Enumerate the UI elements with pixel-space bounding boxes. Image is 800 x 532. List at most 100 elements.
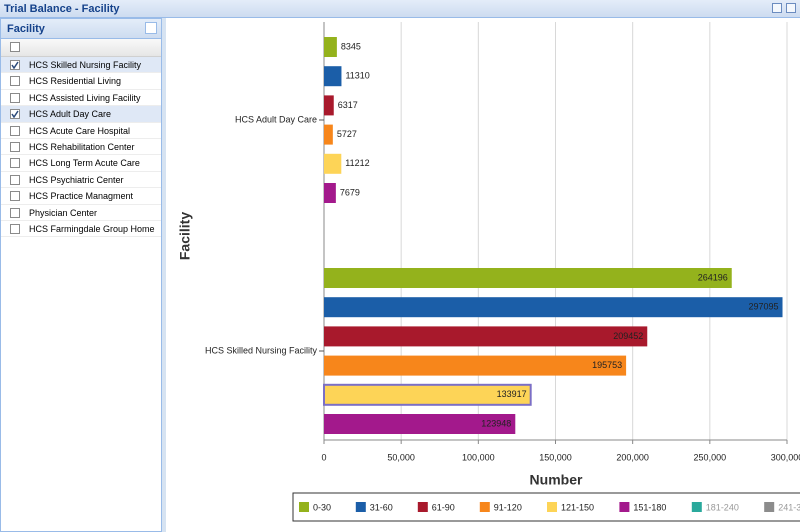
legend-label: 121-150 xyxy=(561,502,594,512)
legend-label: 0-30 xyxy=(313,502,331,512)
bar xyxy=(324,183,336,203)
facility-row[interactable]: HCS Psychiatric Center xyxy=(1,172,161,189)
x-tick-label: 100,000 xyxy=(462,452,495,462)
facility-row[interactable]: HCS Assisted Living Facility xyxy=(1,90,161,107)
legend-swatch xyxy=(355,502,366,512)
value-label: 195753 xyxy=(592,360,622,370)
panel-header: Facility xyxy=(1,19,161,39)
facility-label: HCS Practice Managment xyxy=(29,191,134,202)
checkbox[interactable] xyxy=(10,141,20,152)
legend-swatch xyxy=(547,502,557,512)
checkbox[interactable] xyxy=(10,125,20,136)
value-label: 133917 xyxy=(497,389,527,399)
value-label: 11212 xyxy=(345,158,369,168)
value-label: 209452 xyxy=(613,331,643,341)
facility-label: HCS Assisted Living Facility xyxy=(29,92,141,103)
list-header xyxy=(1,39,161,57)
splitter[interactable] xyxy=(162,18,166,532)
bar xyxy=(324,326,648,347)
panel-title: Facility xyxy=(7,23,45,35)
check-mark xyxy=(11,110,19,119)
value-label: 123948 xyxy=(481,418,511,428)
select-all-checkbox[interactable] xyxy=(10,42,20,52)
x-tick-label: 300,000 xyxy=(771,452,800,462)
facility-row[interactable]: HCS Adult Day Care xyxy=(1,106,161,123)
legend: 0-30 31-60 61-90 91-120 121-150 151-180 181-24… xyxy=(292,492,800,522)
restore-button[interactable] xyxy=(772,3,782,13)
bar xyxy=(324,268,732,288)
x-tick-label: 50,000 xyxy=(387,452,415,462)
bar xyxy=(323,383,532,406)
collapse-button[interactable] xyxy=(145,22,157,34)
x-tick-label: 0 xyxy=(321,452,326,462)
bar xyxy=(324,37,337,57)
facility-label: HCS Acute Care Hospital xyxy=(29,125,131,136)
facility-row[interactable]: Physician Center xyxy=(1,205,161,221)
facility-row[interactable]: HCS Long Term Acute Care xyxy=(1,155,161,172)
legend-label: 241-360 xyxy=(778,502,800,512)
x-axis-title: Number xyxy=(530,472,583,488)
legend-box xyxy=(292,492,800,522)
facility-panel: Facility HCS Skilled Nursing Facility HCS… xyxy=(0,18,162,532)
value-label: 11310 xyxy=(345,71,369,81)
checkbox[interactable] xyxy=(10,207,20,218)
facility-label: Physician Center xyxy=(29,207,98,218)
legend-label: 151-180 xyxy=(633,502,666,512)
facility-row[interactable]: HCS Skilled Nursing Facility xyxy=(1,57,161,74)
facility-row[interactable]: HCS Residential Living xyxy=(1,73,161,90)
legend-swatch xyxy=(691,502,702,512)
check-mark xyxy=(11,61,19,70)
title-bar: Trial Balance - Facility xyxy=(0,0,800,18)
facility-row[interactable]: HCS Rehabilitation Center xyxy=(1,139,161,156)
value-label: 6317 xyxy=(338,100,358,110)
facility-label: HCS Residential Living xyxy=(29,76,122,87)
legend-swatch xyxy=(479,502,490,512)
facility-label: HCS Psychiatric Center xyxy=(29,174,124,185)
close-button[interactable] xyxy=(786,3,796,13)
legend-swatch xyxy=(619,502,630,512)
bar xyxy=(324,297,783,318)
check-path xyxy=(11,110,19,119)
legend-label: 61-90 xyxy=(432,502,455,512)
chart: Facility Number 0 50,000 100,000 150,000 200… xyxy=(177,22,800,522)
facility-list: HCS Skilled Nursing Facility HCS Resident… xyxy=(1,57,161,238)
checkbox[interactable] xyxy=(10,191,20,202)
x-tick-label: 250,000 xyxy=(694,452,727,462)
check-path xyxy=(11,61,19,70)
legend-swatch xyxy=(299,502,309,512)
value-label: 297095 xyxy=(748,302,778,312)
legend-label: 31-60 xyxy=(370,502,393,512)
x-tick-label: 150,000 xyxy=(539,452,572,462)
checkbox[interactable] xyxy=(10,158,20,169)
checkbox[interactable] xyxy=(10,92,20,103)
bar xyxy=(324,95,334,116)
facility-row[interactable]: HCS Acute Care Hospital xyxy=(1,123,161,139)
checkbox[interactable] xyxy=(10,174,20,185)
checkbox[interactable] xyxy=(10,223,20,234)
window-title: Trial Balance - Facility xyxy=(4,3,120,15)
value-label: 264196 xyxy=(698,272,728,282)
facility-label: HCS Farmingdale Group Home xyxy=(29,223,155,234)
bar xyxy=(324,124,333,145)
facility-row[interactable]: HCS Practice Managment xyxy=(1,188,161,205)
x-tick-label: 200,000 xyxy=(616,452,649,462)
facility-label: HCS Long Term Acute Care xyxy=(29,158,140,169)
bar xyxy=(324,153,342,174)
facility-label: HCS Adult Day Care xyxy=(29,109,112,120)
checkbox[interactable] xyxy=(10,76,20,87)
facility-row[interactable]: HCS Farmingdale Group Home xyxy=(1,221,161,238)
bar xyxy=(324,66,342,87)
value-label: 5727 xyxy=(337,129,357,139)
facility-label: HCS Rehabilitation Center xyxy=(29,141,135,152)
legend-swatch xyxy=(764,502,775,512)
checkbox[interactable] xyxy=(10,109,20,120)
legend-label: 91-120 xyxy=(494,502,522,512)
y-axis-title: Facility xyxy=(177,212,193,260)
y-tick-label: HCS Skilled Nursing Facility xyxy=(205,345,318,355)
value-label: 7679 xyxy=(340,187,360,197)
value-label: 8345 xyxy=(341,41,361,51)
y-tick-label: HCS Adult Day Care xyxy=(235,114,317,124)
legend-swatch xyxy=(417,502,428,512)
checkbox[interactable] xyxy=(10,60,20,70)
